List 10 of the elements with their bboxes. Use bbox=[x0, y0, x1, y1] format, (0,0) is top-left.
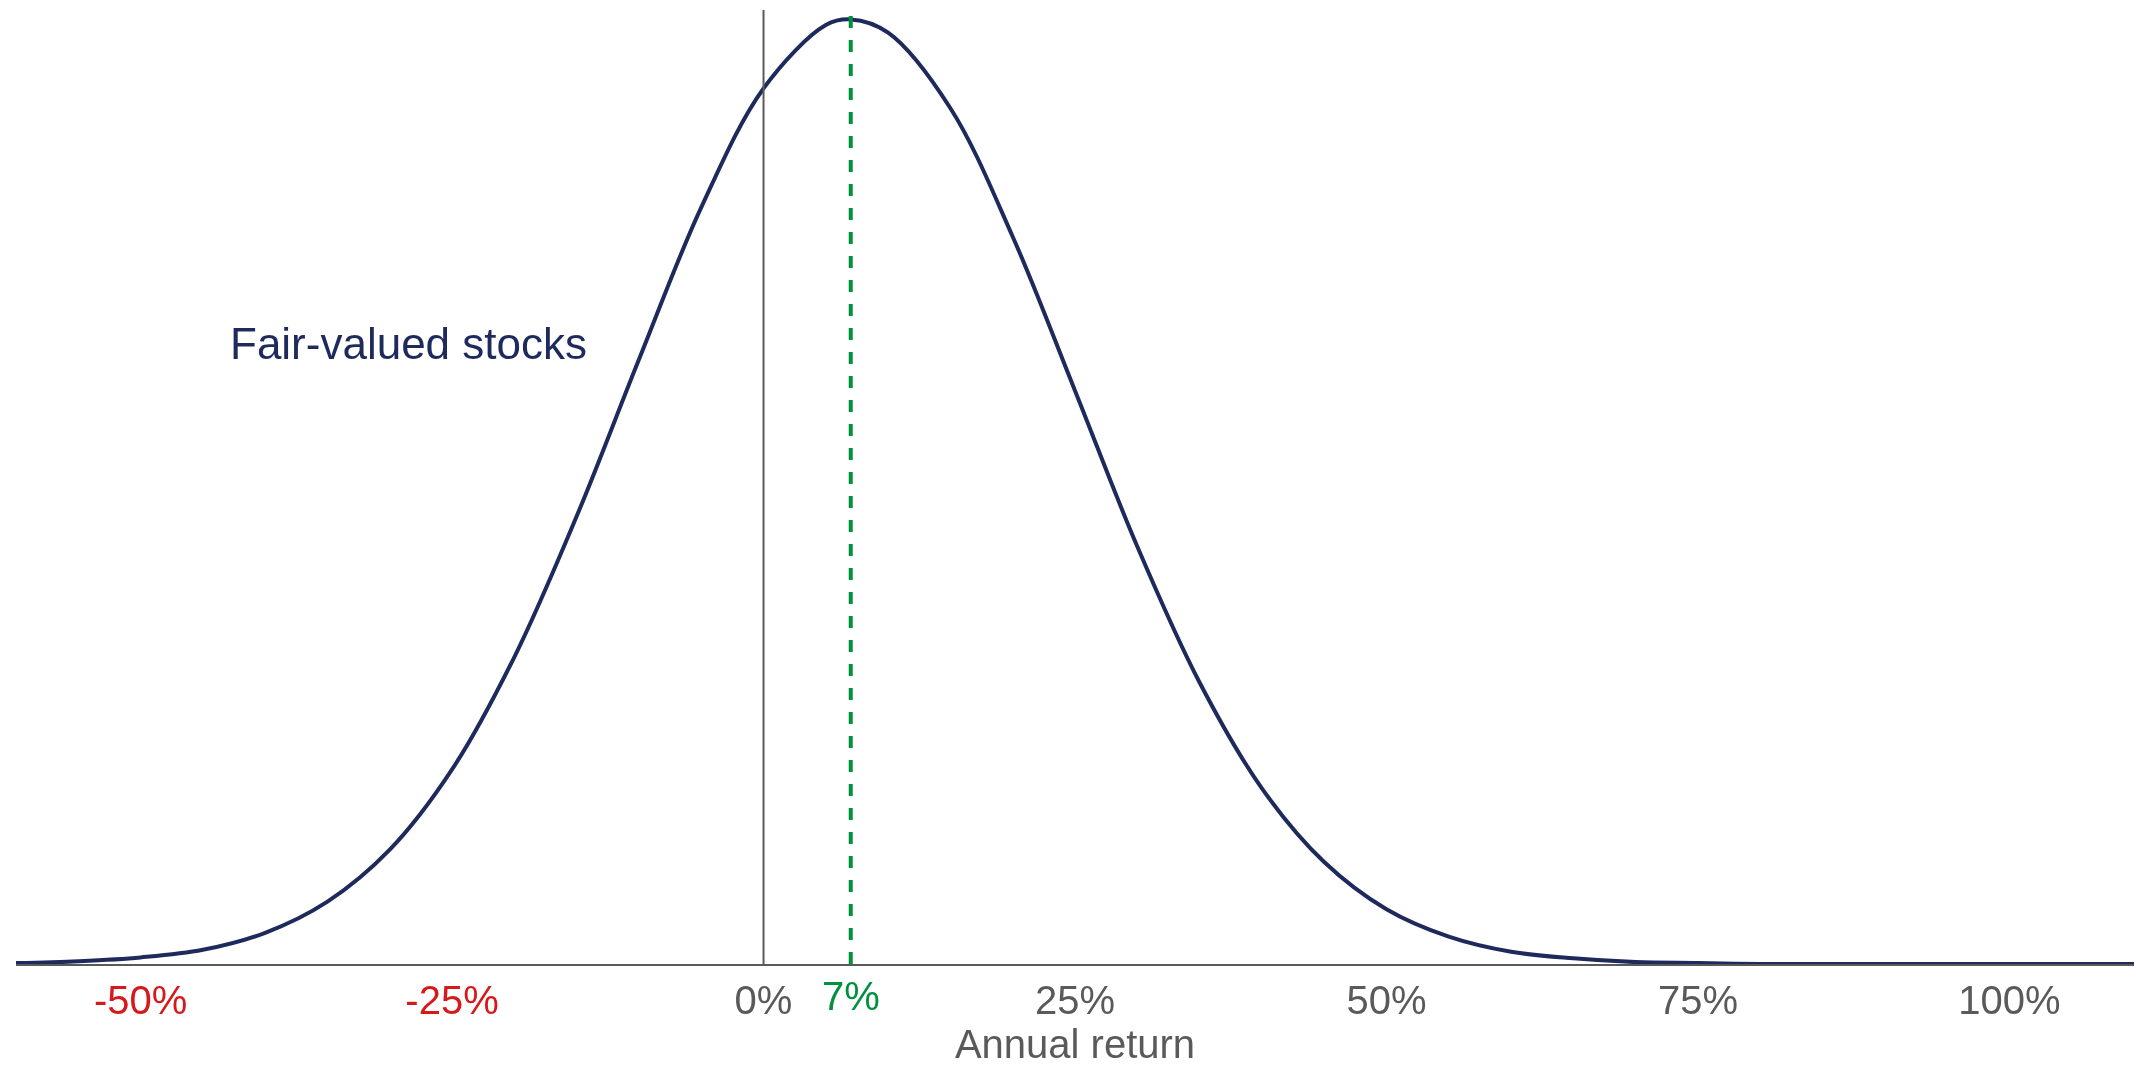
x-tick-label: 25% bbox=[1034, 978, 1116, 1022]
x-tick-label: 100% bbox=[1958, 978, 2061, 1022]
x-tick-label: 50% bbox=[1346, 978, 1427, 1022]
ref-line-label: 7% bbox=[822, 974, 880, 1018]
series-label: Fair-valued stocks bbox=[230, 319, 588, 368]
x-tick-label: -50% bbox=[93, 978, 188, 1022]
x-tick-label: 75% bbox=[1657, 978, 1738, 1022]
x-axis-title: Annual return bbox=[954, 1022, 1196, 1066]
x-tick-label: 0% bbox=[734, 978, 793, 1022]
x-tick-label: -25% bbox=[405, 978, 499, 1022]
